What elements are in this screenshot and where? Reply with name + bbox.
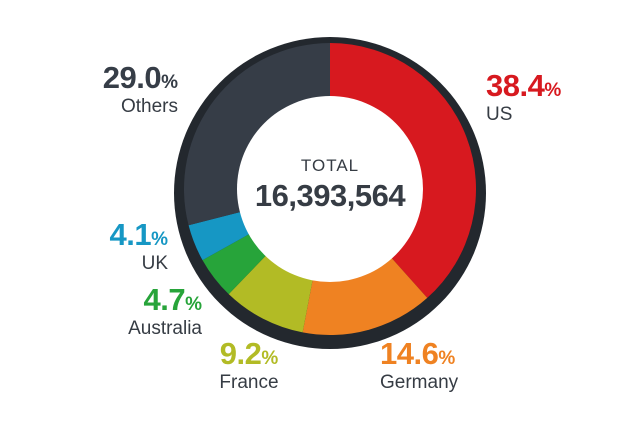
total-value: 16,393,564	[254, 178, 406, 213]
percent-sign: %	[161, 72, 178, 93]
country-name: US	[486, 104, 513, 125]
label-others: 29.0% Others	[38, 62, 178, 116]
country-name: France	[219, 372, 279, 393]
percent-value: 14.6	[380, 336, 439, 371]
country-name: Germany	[380, 372, 459, 393]
label-germany: 14.6% Germany	[380, 338, 540, 392]
donut-center-total: TOTAL 16,393,564	[220, 157, 440, 211]
country-name: Australia	[128, 318, 202, 339]
percent-value: 4.1	[109, 217, 152, 252]
percent-value: 29.0	[102, 60, 162, 95]
total-title: TOTAL	[300, 156, 360, 175]
percent-sign: %	[151, 229, 168, 250]
percent-value: 4.7	[143, 282, 186, 317]
percent-value: 38.4	[486, 68, 545, 103]
country-name: Others	[120, 96, 178, 117]
label-france: 9.2% France	[188, 338, 310, 392]
percent-sign: %	[438, 348, 456, 369]
label-us: 38.4% US	[486, 70, 636, 124]
label-uk: 4.1% UK	[28, 219, 168, 273]
percent-sign: %	[261, 348, 279, 369]
percent-value: 9.2	[219, 336, 262, 371]
country-name: UK	[141, 253, 168, 274]
label-australia: 4.7% Australia	[60, 284, 202, 338]
donut-hole	[237, 96, 423, 282]
percent-sign: %	[185, 294, 202, 315]
percent-sign: %	[544, 80, 562, 101]
